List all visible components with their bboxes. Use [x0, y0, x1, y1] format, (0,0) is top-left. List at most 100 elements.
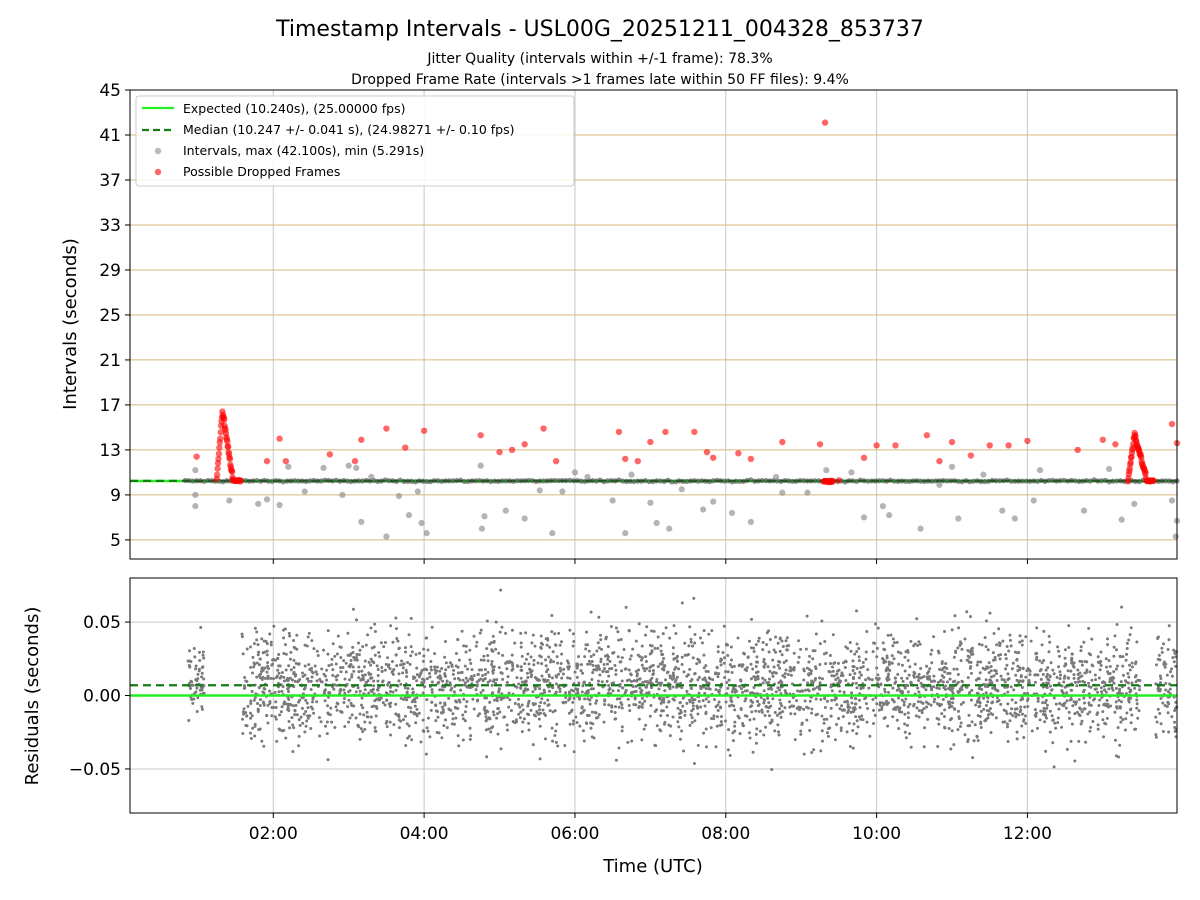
residual-point	[587, 649, 591, 653]
residual-point	[400, 659, 404, 663]
residual-point	[891, 686, 895, 690]
residual-point	[1111, 675, 1115, 679]
interval-point	[549, 530, 556, 537]
residual-point	[926, 717, 930, 721]
residual-point	[311, 697, 315, 701]
residual-point	[1166, 711, 1170, 715]
residual-point	[385, 719, 389, 723]
residual-point	[606, 670, 610, 674]
residual-point	[796, 660, 800, 664]
residual-point	[249, 699, 253, 703]
residual-point	[1049, 661, 1053, 665]
residual-point	[680, 729, 684, 733]
residual-point	[743, 668, 747, 672]
residual-point	[1061, 691, 1065, 695]
residual-point	[1158, 687, 1162, 691]
residual-point	[452, 722, 456, 726]
residual-point	[667, 700, 671, 704]
residual-point	[526, 652, 530, 656]
residual-point	[808, 699, 812, 703]
residual-point	[201, 650, 205, 654]
residual-point	[992, 632, 996, 636]
residual-point	[515, 685, 519, 689]
residual-point	[576, 691, 580, 695]
residual-point	[449, 708, 453, 712]
residual-point	[1088, 670, 1092, 674]
residual-point	[976, 714, 980, 718]
residual-point	[611, 689, 615, 693]
residual-point	[590, 677, 594, 681]
residual-point	[947, 727, 951, 731]
residual-point	[704, 664, 708, 668]
residual-point	[924, 688, 928, 692]
residual-point	[273, 715, 277, 719]
residual-point	[975, 691, 979, 695]
residual-point	[989, 730, 993, 734]
residual-point	[1052, 696, 1056, 700]
residual-point	[282, 636, 286, 640]
residual-point	[300, 706, 304, 710]
interval-point	[1057, 478, 1063, 484]
residual-point	[984, 678, 988, 682]
residual-point	[953, 679, 957, 683]
residual-point	[908, 702, 912, 706]
dropped-frame-point	[214, 465, 221, 472]
intervals-points	[182, 119, 1181, 540]
residual-point	[674, 678, 678, 682]
residual-point	[854, 697, 858, 701]
residual-point	[426, 729, 430, 733]
residual-point	[354, 690, 358, 694]
residual-point	[1003, 685, 1007, 689]
residual-point	[1163, 704, 1167, 708]
residual-point	[262, 744, 266, 748]
interval-point	[480, 478, 486, 484]
residual-point	[199, 626, 203, 630]
residual-point	[668, 674, 672, 678]
residual-point	[541, 708, 545, 712]
residual-point	[468, 658, 472, 662]
residual-point	[760, 708, 764, 712]
residual-point	[358, 648, 362, 652]
residual-point	[689, 637, 693, 641]
residual-point	[752, 686, 756, 690]
residual-point	[326, 758, 330, 762]
residual-point	[634, 669, 638, 673]
residual-point	[278, 664, 282, 668]
residual-point	[1004, 653, 1008, 657]
residual-point	[963, 637, 967, 641]
residual-point	[1070, 652, 1074, 656]
residual-point	[807, 673, 811, 677]
residual-point	[518, 716, 522, 720]
residual-point	[719, 685, 723, 689]
residual-point	[641, 681, 645, 685]
residual-point	[835, 723, 839, 727]
residual-point	[876, 673, 880, 677]
residual-point	[1113, 634, 1117, 638]
residual-point	[943, 687, 947, 691]
residuals-x-ticks: 02:00 04:00 06:00 08:00 10:00 12:00	[249, 813, 1052, 844]
interval-point	[891, 478, 897, 484]
residual-point	[571, 632, 575, 636]
interval-point	[408, 478, 415, 484]
residual-point	[999, 702, 1003, 706]
residual-point	[189, 660, 193, 664]
residual-point	[568, 628, 572, 632]
dropped-frame-point	[873, 442, 880, 449]
residual-point	[279, 710, 283, 714]
residual-point	[744, 697, 748, 701]
residual-point	[671, 685, 675, 689]
intervals-y-tick-label: 45	[99, 81, 121, 101]
residuals-x-tick-label: 08:00	[701, 824, 750, 844]
residual-point	[1108, 672, 1112, 676]
residual-point	[771, 674, 775, 678]
residual-point	[197, 650, 201, 654]
residual-point	[979, 722, 983, 726]
residual-point	[1158, 681, 1162, 685]
residual-point	[417, 675, 421, 679]
residual-point	[663, 689, 667, 693]
residual-point	[485, 755, 489, 759]
interval-point	[654, 478, 660, 484]
residual-point	[811, 687, 815, 691]
residual-point	[324, 674, 328, 678]
residual-point	[930, 648, 934, 652]
